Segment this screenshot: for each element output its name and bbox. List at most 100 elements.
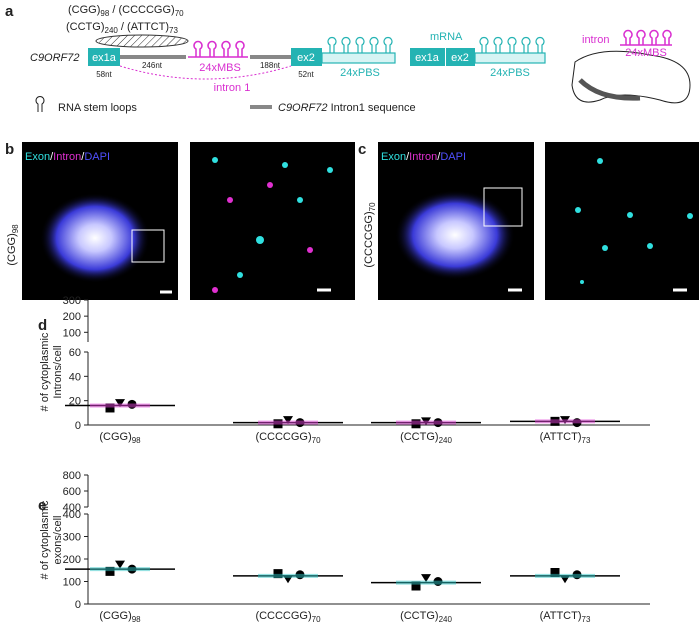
panel-label: a <box>5 3 14 20</box>
stain-label: Exon/Intron/DAPI <box>25 151 110 163</box>
category: (ATTCT) <box>540 431 582 443</box>
intron-label: intron 1 <box>214 82 251 94</box>
x-tick-label: (CCCCGG)70 <box>255 610 321 624</box>
repeat-sub: 240 <box>105 26 119 35</box>
mean-halo <box>535 419 595 423</box>
y-axis-label: # of cytoplasmic <box>39 332 51 411</box>
length-label: 52nt <box>298 70 314 79</box>
mbs-loops <box>620 31 672 45</box>
condition-sub: 70 <box>368 202 377 211</box>
pbs-label: 24xPBS <box>340 67 380 79</box>
gene: C9ORF72 <box>278 102 328 114</box>
y-tick-label: 40 <box>69 371 81 383</box>
category: (CGG) <box>99 610 131 622</box>
x-tick-label: (CCCCGG)70 <box>255 431 321 445</box>
y-tick-label: 200 <box>63 311 81 323</box>
y-tick-label: 100 <box>63 327 81 339</box>
y-axis-label: Introns/cell <box>52 345 64 398</box>
exon-label: ex1a <box>415 52 440 64</box>
y-tick-label: 800 <box>63 470 81 482</box>
panel-label: d <box>38 317 47 334</box>
y-tick-label: 300 <box>63 532 81 544</box>
y-tick-label: 0 <box>75 599 81 611</box>
stain: Intron <box>53 151 81 163</box>
stain: DAPI <box>84 151 110 163</box>
mean-halo <box>90 404 150 408</box>
mean-halo <box>396 421 456 425</box>
condition: (CGG) <box>6 233 18 265</box>
y-tick-label: 0 <box>75 420 81 432</box>
mrna-label: mRNA <box>430 31 463 43</box>
stain: DAPI <box>440 151 466 163</box>
x-tick-label: (ATTCT)73 <box>540 610 591 624</box>
repeat: (CCTG) <box>66 21 105 33</box>
length-label: 188nt <box>260 61 281 70</box>
exon-label: ex2 <box>297 52 315 64</box>
category-sub: 70 <box>312 615 321 624</box>
x-tick-label: (ATTCT)73 <box>540 431 591 445</box>
mbs-label: 24xMBS <box>625 47 667 59</box>
cell-intron-label: intron <box>582 34 610 46</box>
category-sub: 98 <box>132 615 141 624</box>
repeat-label: (CGG)98 / (CCCCGG)70 <box>68 4 184 18</box>
repeat-sub: 70 <box>175 9 184 18</box>
exon-label: ex2 <box>451 52 469 64</box>
stain: Exon <box>381 151 406 163</box>
legend-icon <box>36 97 44 112</box>
condition-sub: 98 <box>11 224 20 233</box>
category-sub: 73 <box>582 615 591 624</box>
legend-label: RNA stem loops <box>58 102 137 114</box>
repeat-label: (CCTG)240 / (ATTCT)73 <box>66 21 178 35</box>
condition: (CCCCGG) <box>363 211 375 267</box>
mean-halo <box>258 421 318 425</box>
mean-halo <box>258 574 318 578</box>
repeat: (CCCCGG) <box>118 4 174 16</box>
panel-label: c <box>358 141 366 158</box>
category-sub: 240 <box>439 436 453 445</box>
y-tick-label: 300 <box>63 295 81 307</box>
stain: Intron <box>409 151 437 163</box>
category: (CCTG) <box>400 610 439 622</box>
stain: Exon <box>25 151 50 163</box>
category: (CCCCGG) <box>255 431 311 443</box>
pbs-box <box>475 38 545 63</box>
mbs-loops <box>188 42 248 57</box>
pbs-box <box>322 38 395 63</box>
exon-label: ex1a <box>92 52 117 64</box>
length-label: 58nt <box>96 70 112 79</box>
length-label: 246nt <box>142 61 163 70</box>
pbs-label: 24xPBS <box>490 67 530 79</box>
x-tick-label: (CGG)98 <box>99 431 141 445</box>
panel-label: b <box>5 141 14 158</box>
legend-text: Intron1 sequence <box>328 102 416 114</box>
category: (CGG) <box>99 431 131 443</box>
condition-label: (CGG)98 <box>6 224 20 266</box>
x-tick-label: (CCTG)240 <box>400 431 452 445</box>
category: (CCCCGG) <box>255 610 311 622</box>
y-axis-label: # of cytoplasmic <box>39 500 51 579</box>
repeat: (ATTCT) <box>127 21 169 33</box>
stain-label: Exon/Intron/DAPI <box>381 151 466 163</box>
category-sub: 73 <box>582 436 591 445</box>
legend-label: C9ORF72 Intron1 sequence <box>278 102 416 114</box>
gene-label: C9ORF72 <box>30 52 80 64</box>
repeat-sub: 73 <box>169 26 178 35</box>
category: (ATTCT) <box>540 610 582 622</box>
cell-outline <box>572 51 690 103</box>
y-tick-label: 60 <box>69 347 81 359</box>
category-sub: 98 <box>132 436 141 445</box>
micrograph <box>22 142 699 300</box>
category: (CCTG) <box>400 431 439 443</box>
category-sub: 70 <box>312 436 321 445</box>
category-sub: 240 <box>439 615 453 624</box>
mean-halo <box>396 581 456 585</box>
x-tick-label: (CGG)98 <box>99 610 141 624</box>
mean-halo <box>535 574 595 578</box>
x-tick-label: (CCTG)240 <box>400 610 452 624</box>
mean-halo <box>90 567 150 571</box>
y-tick-label: 200 <box>63 554 81 566</box>
repeat-region <box>96 35 188 47</box>
mbs-label: 24xMBS <box>199 62 241 74</box>
y-tick-label: 100 <box>63 577 81 589</box>
